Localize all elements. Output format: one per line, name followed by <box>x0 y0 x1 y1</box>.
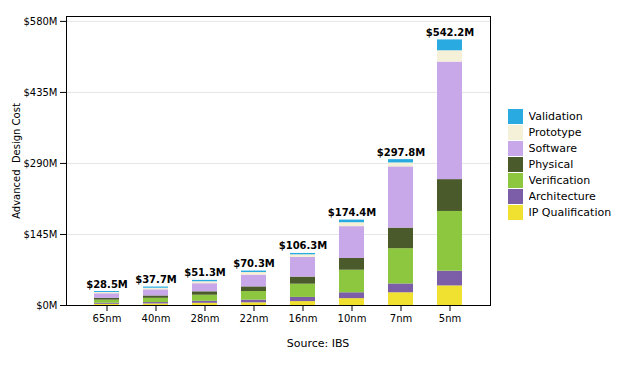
svg-text:$435M: $435M <box>23 87 57 98</box>
svg-text:65nm: 65nm <box>93 313 122 324</box>
svg-text:$297.8M: $297.8M <box>377 147 426 158</box>
svg-text:10nm: 10nm <box>338 313 367 324</box>
html-text:Software: Software <box>528 141 577 155</box>
html-text:Prototype: Prototype <box>528 125 582 139</box>
svg-text:$28.5M: $28.5M <box>86 279 128 290</box>
svg-text:$290M: $290M <box>23 158 57 169</box>
html-text:Source: IBS: Source: IBS <box>286 337 350 350</box>
svg-text:$542.2M: $542.2M <box>426 27 475 38</box>
html-text:Architecture: Architecture <box>528 189 596 203</box>
svg-text:$580M: $580M <box>23 16 57 27</box>
svg-text:5nm: 5nm <box>439 313 461 324</box>
svg-text:22nm: 22nm <box>240 313 269 324</box>
svg-text:$0M: $0M <box>36 300 57 311</box>
html-text:Validation: Validation <box>528 109 583 123</box>
svg-text:$37.7M: $37.7M <box>135 274 177 285</box>
svg-text:$174.4M: $174.4M <box>328 207 377 218</box>
svg-text:40nm: 40nm <box>142 313 171 324</box>
svg-text:$106.3M: $106.3M <box>279 240 328 251</box>
html-text:Verification: Verification <box>528 173 591 187</box>
svg-text:7nm: 7nm <box>390 313 412 324</box>
svg-text:Advanced Design Cost: Advanced Design Cost <box>11 103 22 219</box>
svg-text:$51.3M: $51.3M <box>184 267 226 278</box>
svg-text:$70.3M: $70.3M <box>233 258 275 269</box>
svg-text:16nm: 16nm <box>289 313 318 324</box>
html-text:Physical: Physical <box>528 157 574 171</box>
html-text:IP Qualification: IP Qualification <box>528 205 612 219</box>
svg-text:28nm: 28nm <box>191 313 220 324</box>
svg-text:$145M: $145M <box>23 229 57 240</box>
